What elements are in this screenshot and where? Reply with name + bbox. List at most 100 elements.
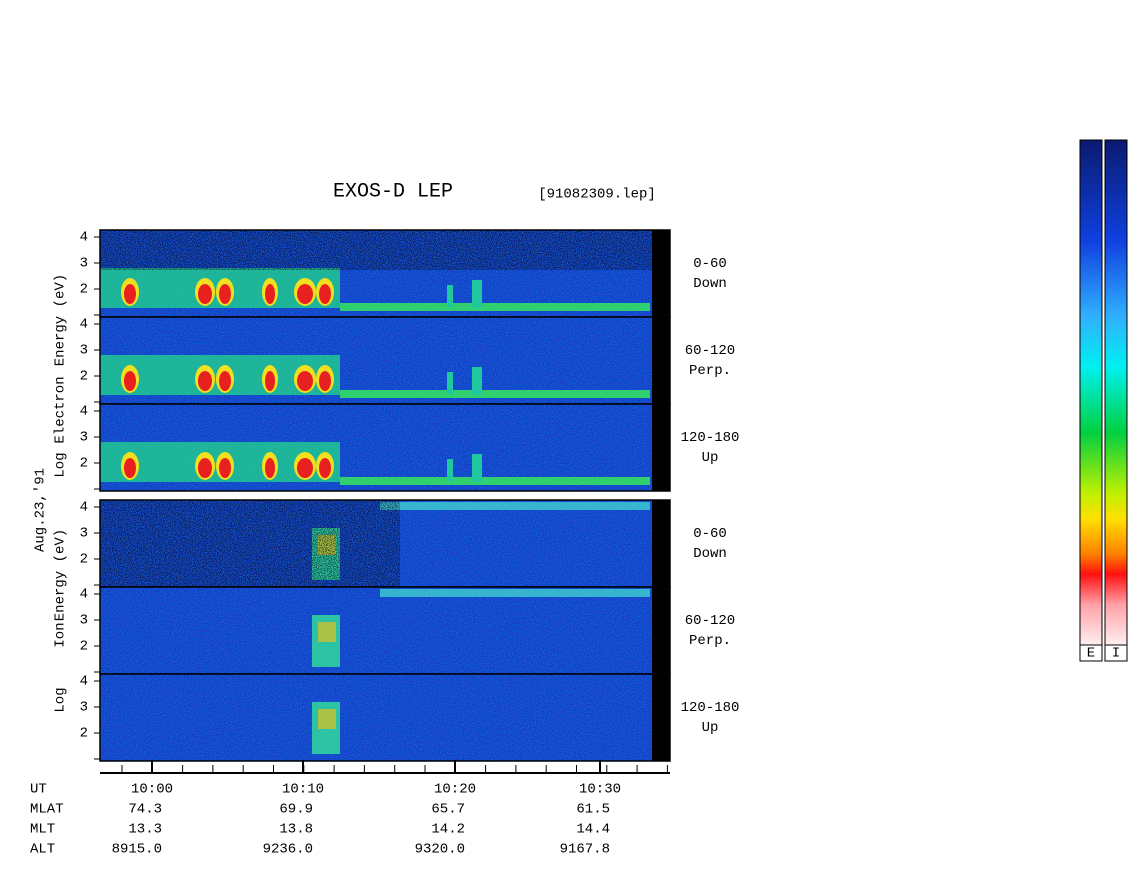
spectrogram-feature <box>319 284 331 304</box>
channel-label: Down <box>693 276 727 292</box>
tick-label: 3 <box>80 526 88 542</box>
tick-label: 2 <box>80 369 88 385</box>
data-gap <box>652 674 670 761</box>
channel-label: Up <box>702 720 719 736</box>
color-bar-label: E <box>1087 646 1095 662</box>
row-value: 65.7 <box>431 802 465 818</box>
tick-label: 3 <box>80 613 88 629</box>
spectrogram-feature <box>318 709 336 729</box>
row-value: 13.3 <box>128 822 162 838</box>
spectrogram-feature <box>447 459 453 481</box>
spectrogram-feature <box>265 371 275 391</box>
spectrogram-band <box>340 477 650 485</box>
color-bar <box>1104 139 1128 646</box>
spectrogram-feature <box>219 371 231 391</box>
row-label: MLT <box>30 822 55 838</box>
axis-label: Ion <box>53 622 69 647</box>
spectrogram-feature <box>297 371 313 391</box>
axis-label: Log <box>53 687 69 712</box>
panel-frame <box>99 673 671 762</box>
row-label: ALT <box>30 842 55 858</box>
spectrogram-band <box>340 390 650 398</box>
panel-frame <box>99 403 671 492</box>
axis-label: Energy (eV) <box>53 274 69 366</box>
time-label: 10:00 <box>131 782 173 798</box>
spectrogram-band <box>340 303 650 311</box>
spectrogram-feature <box>124 371 136 391</box>
time-label: 10:10 <box>282 782 324 798</box>
tick-label: 4 <box>80 317 88 333</box>
channel-label: Up <box>702 450 719 466</box>
spectrogram-feature <box>447 285 453 307</box>
spectrogram-noise <box>100 587 652 674</box>
tick-label: 3 <box>80 430 88 446</box>
color-bar-box <box>1104 644 1128 662</box>
spectrogram-feature <box>124 458 136 478</box>
data-gap <box>652 587 670 674</box>
spectrogram-feature <box>219 458 231 478</box>
file-name: [91082309.lep] <box>538 187 656 203</box>
tick-label: 3 <box>80 700 88 716</box>
row-label: UT <box>30 782 47 798</box>
spectrogram-feature <box>265 458 275 478</box>
data-gap <box>652 230 670 317</box>
spectrogram-feature <box>472 454 482 482</box>
channel-label: 120-180 <box>681 430 740 446</box>
tick-label: 4 <box>80 500 88 516</box>
row-value: 8915.0 <box>112 842 162 858</box>
date: Aug.23,'91 <box>33 468 49 552</box>
spectrogram-feature <box>472 280 482 308</box>
tick-label: 2 <box>80 552 88 568</box>
row-value: 13.8 <box>279 822 313 838</box>
row-value: 61.5 <box>576 802 610 818</box>
color-bar <box>1079 139 1103 646</box>
spectrogram-band <box>380 589 650 597</box>
row-value: 69.9 <box>279 802 313 818</box>
spectrogram-feature <box>265 284 275 304</box>
channel-label: Perp. <box>689 363 731 379</box>
data-gap <box>652 404 670 491</box>
spectrogram-feature <box>297 284 313 304</box>
color-bar-label: I <box>1112 646 1120 662</box>
tick-label: 4 <box>80 404 88 420</box>
channel-label: 0-60 <box>693 526 727 542</box>
axis-label: Electron <box>53 376 69 443</box>
spectrogram-feature <box>319 458 331 478</box>
data-gap <box>652 500 670 587</box>
title: EXOS-D LEP <box>333 180 453 203</box>
axis-label: Log <box>53 452 69 477</box>
channel-label: 0-60 <box>693 256 727 272</box>
spectrogram-feature <box>219 284 231 304</box>
spectrogram-feature <box>198 371 212 391</box>
time-label: 10:30 <box>579 782 621 798</box>
channel-label: 60-120 <box>685 613 735 629</box>
row-value: 14.2 <box>431 822 465 838</box>
channel-label: 60-120 <box>685 343 735 359</box>
spectrogram-noise <box>100 674 652 761</box>
tick-label: 4 <box>80 230 88 246</box>
channel-label: 120-180 <box>681 700 740 716</box>
tick-label: 2 <box>80 456 88 472</box>
spectrogram-feature <box>297 458 313 478</box>
channel-label: Down <box>693 546 727 562</box>
tick-label: 4 <box>80 587 88 603</box>
tick-label: 2 <box>80 726 88 742</box>
tick-label: 2 <box>80 282 88 298</box>
row-value: 9236.0 <box>263 842 313 858</box>
tick-label: 2 <box>80 639 88 655</box>
tick-label: 4 <box>80 674 88 690</box>
spectrogram-band <box>380 502 650 510</box>
time-label: 10:20 <box>434 782 476 798</box>
row-value: 9320.0 <box>415 842 465 858</box>
row-value: 74.3 <box>128 802 162 818</box>
spectrogram-feature <box>198 284 212 304</box>
spectrogram-dark <box>100 500 400 587</box>
spectrogram-dark <box>100 230 652 270</box>
spectrogram-feature <box>198 458 212 478</box>
color-bar-box <box>1079 644 1103 662</box>
row-value: 14.4 <box>576 822 610 838</box>
spectrogram-feature <box>319 371 331 391</box>
spectrogram-feature <box>124 284 136 304</box>
channel-label: Perp. <box>689 633 731 649</box>
